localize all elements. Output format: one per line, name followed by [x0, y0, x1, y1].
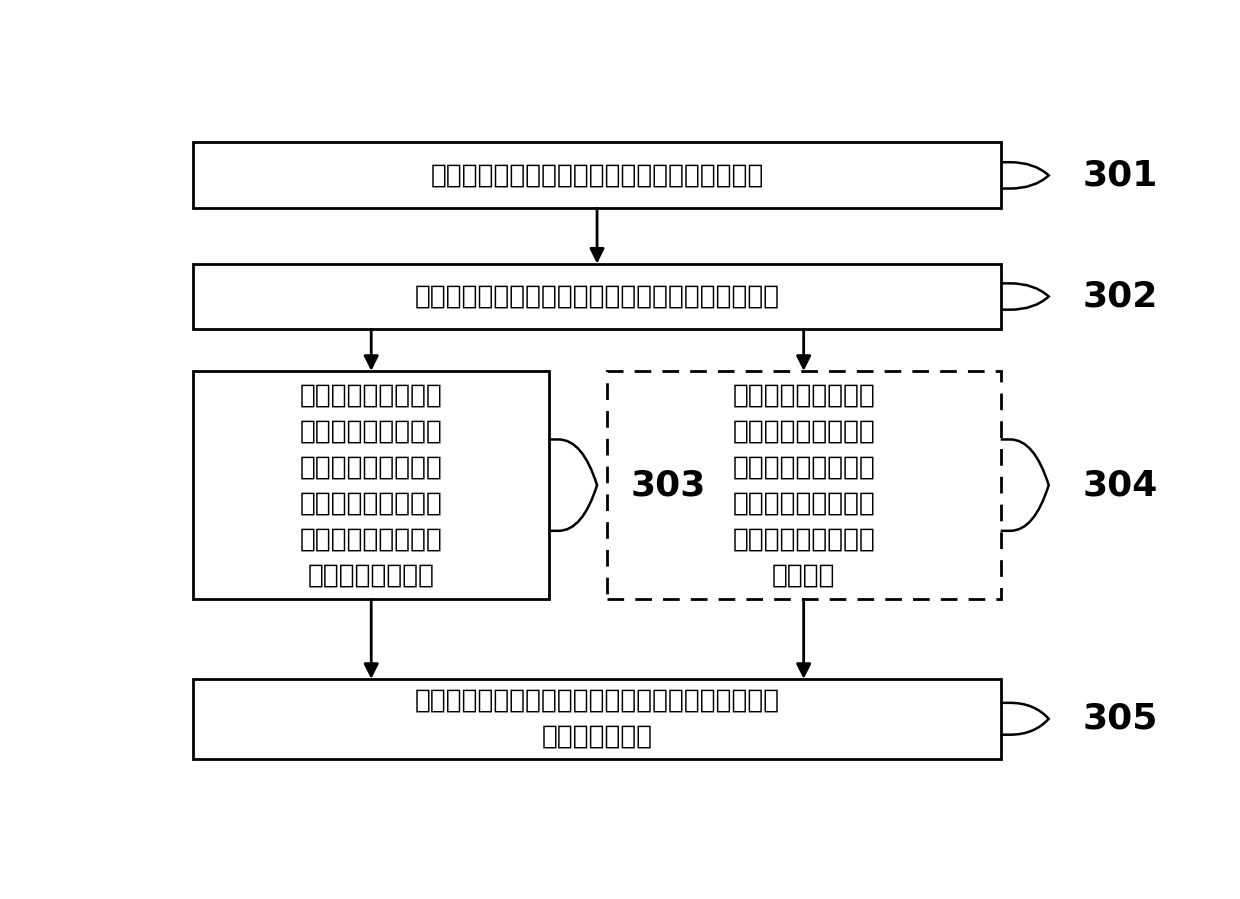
- Text: 第二服务器接收终端发送的当前同步数据的标识信息: 第二服务器接收终端发送的当前同步数据的标识信息: [414, 283, 780, 309]
- Text: 301: 301: [1083, 158, 1158, 192]
- Bar: [193, 142, 1001, 209]
- Bar: [193, 679, 1001, 759]
- Text: 根据当前同步数据的
标识信息，第二服务
器确定当前同步数据
的标识信息的下一标
识信息为第一同步数
据的最新标识信息: 根据当前同步数据的 标识信息，第二服务 器确定当前同步数据 的标识信息的下一标 …: [300, 382, 443, 588]
- Text: 302: 302: [1083, 280, 1158, 314]
- Text: 将第一同步数据的最新标识信息与第一同步数据保存
在同步数据库中: 将第一同步数据的最新标识信息与第一同步数据保存 在同步数据库中: [414, 688, 780, 750]
- Bar: [193, 371, 549, 600]
- Text: 第二服务器将第一同
步数据保存在同步数
据库时，确定保存第
一同步数据的当前时
间为同步数据的最新
标识信息: 第二服务器将第一同 步数据保存在同步数 据库时，确定保存第 一同步数据的当前时 …: [733, 382, 875, 588]
- Text: 304: 304: [1083, 468, 1158, 503]
- Text: 303: 303: [631, 468, 706, 503]
- Bar: [193, 263, 1001, 329]
- Text: 第二服务器接收第一服务器发送的第一同步数据: 第二服务器接收第一服务器发送的第一同步数据: [430, 163, 764, 189]
- Bar: [606, 371, 1001, 600]
- Text: 305: 305: [1083, 702, 1158, 735]
